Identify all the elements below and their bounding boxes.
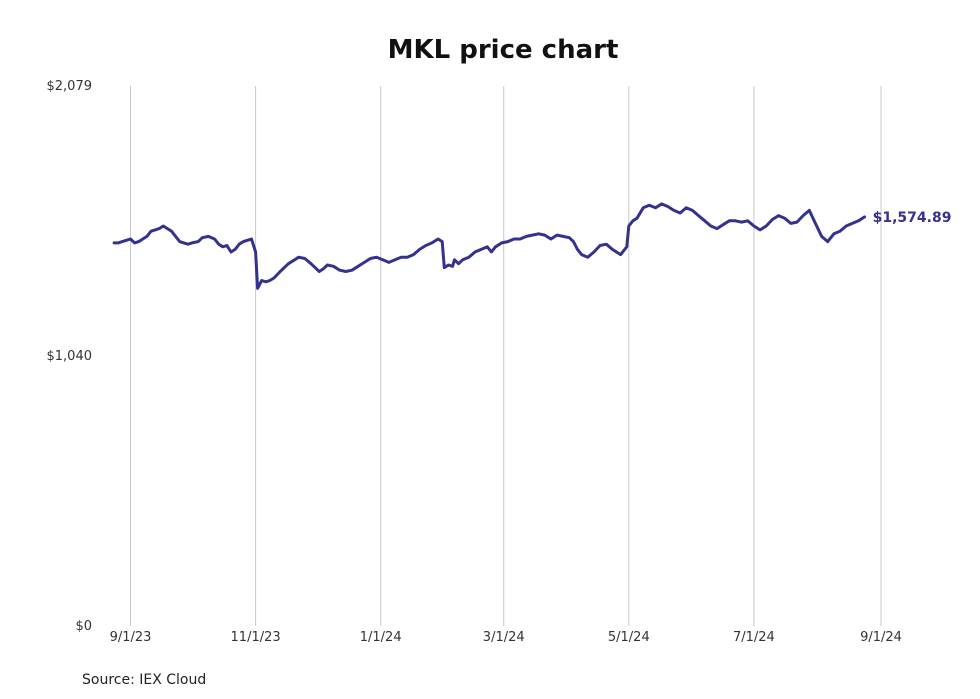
y-axis-ticks: $0 $1,040 $2,079 [47, 79, 93, 634]
source-note: Source: IEX Cloud [82, 672, 206, 688]
y-tick-label: $0 [75, 619, 92, 634]
chart-title: MKL price chart [388, 35, 619, 65]
x-tick-label: 3/1/24 [483, 630, 525, 645]
series-group: $1,574.89 [112, 202, 952, 290]
price-line [112, 202, 867, 290]
x-tick-label: 5/1/24 [608, 630, 650, 645]
gridlines [130, 86, 882, 626]
x-tick-label: 9/1/24 [860, 630, 902, 645]
y-tick-label: $2,079 [47, 79, 93, 94]
y-tick-label: $1,040 [47, 349, 93, 364]
last-value-label: $1,574.89 [873, 210, 952, 226]
x-tick-label: 1/1/24 [360, 630, 402, 645]
x-tick-label: 11/1/23 [231, 630, 281, 645]
x-axis-ticks: 9/1/23 11/1/23 1/1/24 3/1/24 5/1/24 7/1/24 9/1… [110, 630, 902, 645]
x-tick-label: 9/1/23 [110, 630, 152, 645]
x-tick-label: 7/1/24 [733, 630, 775, 645]
